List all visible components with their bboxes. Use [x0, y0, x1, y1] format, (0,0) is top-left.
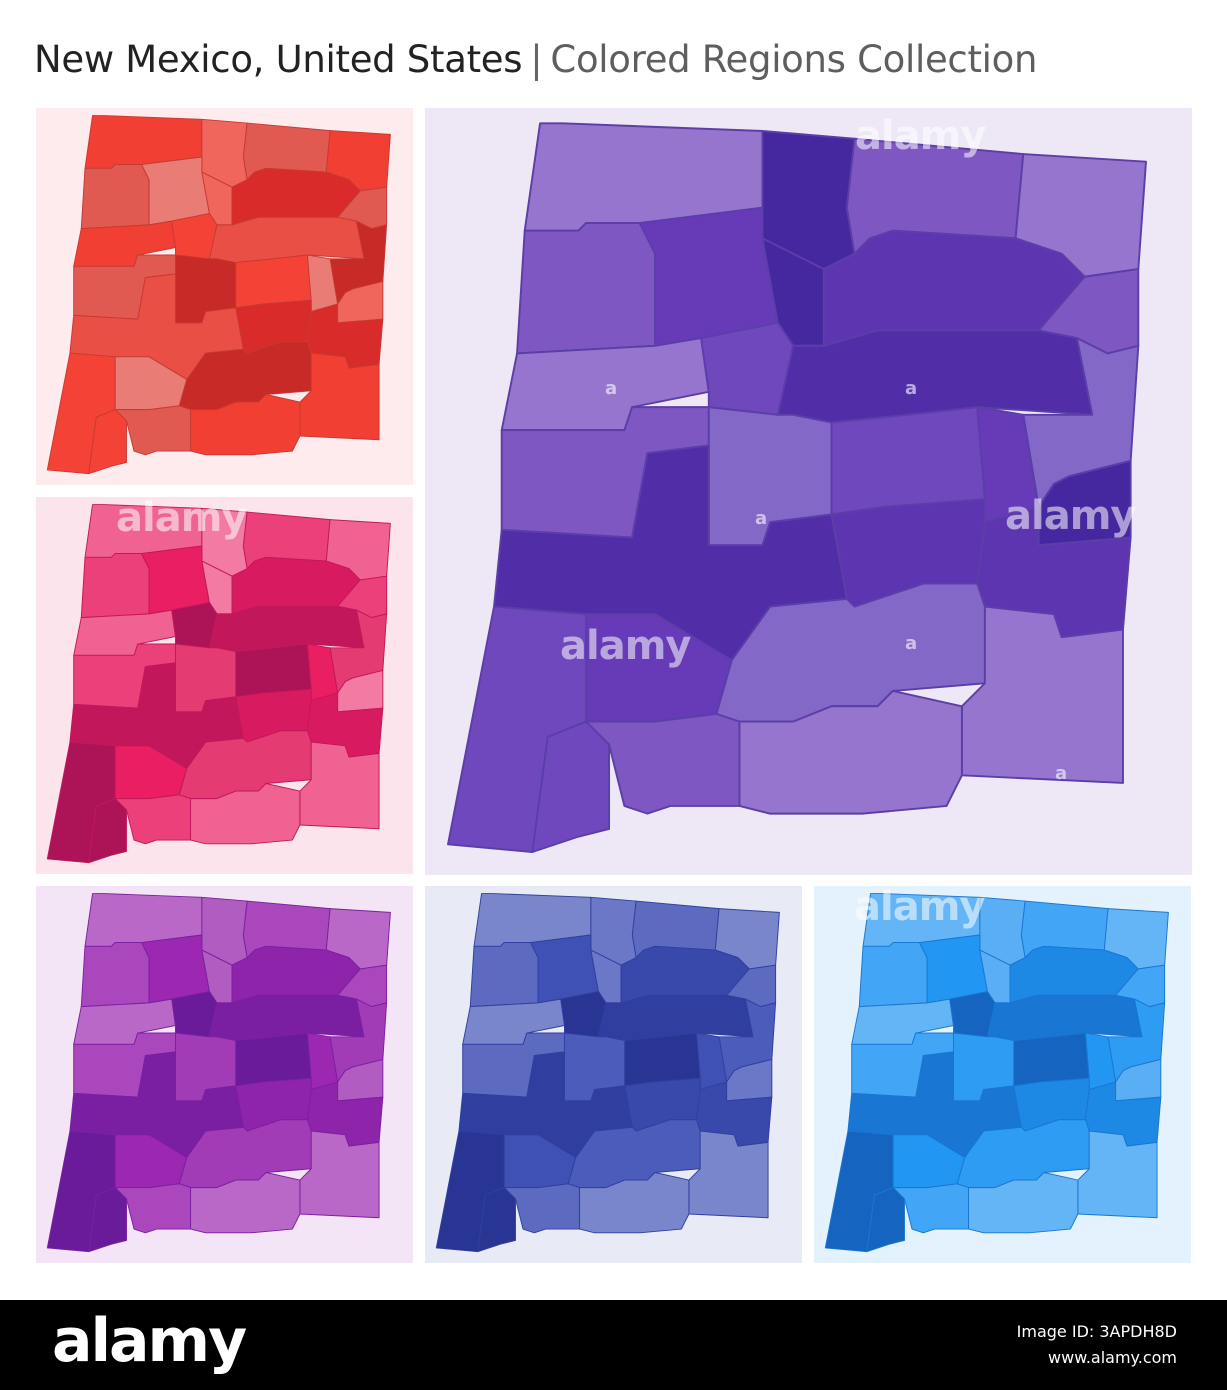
county-region — [477, 1187, 516, 1253]
map-panel-purple — [36, 886, 413, 1263]
page-title: New Mexico, United States | Colored Region… — [34, 34, 1037, 90]
county-region — [235, 254, 312, 309]
county-region — [80, 164, 150, 230]
map-panel-indigo — [425, 886, 802, 1263]
county-region — [1077, 1130, 1158, 1219]
title-separator: | — [530, 38, 543, 81]
county-region — [688, 1130, 769, 1219]
county-region — [141, 934, 210, 1004]
county-map-blue — [824, 893, 1169, 1253]
county-group — [46, 504, 391, 864]
county-region — [171, 213, 218, 260]
watermark-letter: a — [905, 633, 918, 654]
title-region: New Mexico, United States — [34, 38, 523, 81]
county-region — [700, 321, 795, 416]
county-map-pink — [46, 504, 391, 864]
county-region — [866, 1187, 905, 1253]
county-region — [141, 156, 210, 226]
county-region — [858, 942, 928, 1008]
county-region — [80, 942, 150, 1008]
county-region — [469, 942, 539, 1008]
county-region — [299, 1130, 380, 1219]
watermark-letter: a — [1055, 763, 1068, 784]
county-group — [435, 893, 780, 1253]
watermark-logo: alamy — [854, 886, 985, 930]
footer-bar: alamy Image ID: 3APDH8D www.alamy.com — [0, 1300, 1227, 1390]
county-map-red — [46, 115, 391, 475]
county-region — [88, 409, 127, 475]
watermark-letter: a — [605, 378, 618, 399]
watermark-letter: a — [905, 378, 918, 399]
watermark-logo: alamy — [560, 623, 691, 669]
county-region — [1013, 1032, 1090, 1087]
footer-image-id: Image ID: 3APDH8D — [1016, 1322, 1177, 1341]
county-region — [530, 934, 599, 1004]
county-region — [235, 1032, 312, 1087]
county-region — [960, 605, 1124, 784]
county-region — [88, 798, 127, 864]
county-group — [46, 115, 391, 475]
county-region — [624, 1032, 701, 1087]
county-region — [638, 206, 779, 347]
county-group — [46, 893, 391, 1253]
county-region — [80, 553, 150, 619]
map-panel-blue: alamy — [814, 886, 1191, 1263]
county-map-purple — [46, 893, 391, 1253]
county-region — [968, 1172, 1079, 1234]
watermark-letter: a — [755, 508, 768, 529]
county-region — [738, 689, 963, 815]
county-group — [824, 893, 1169, 1253]
watermark-logo: alamy — [1005, 493, 1136, 539]
map-panel-violet: alamy alamy alamy a a a a a — [425, 108, 1192, 875]
county-region — [531, 720, 611, 853]
county-map-indigo — [435, 893, 780, 1253]
county-region — [919, 934, 988, 1004]
watermark-logo: alamy — [116, 497, 247, 541]
county-group — [447, 122, 1147, 853]
county-region — [171, 991, 218, 1038]
county-region — [171, 602, 218, 649]
map-panel-pink: alamy — [36, 497, 413, 874]
county-map-violet — [447, 122, 1147, 853]
watermark-logo: alamy — [855, 113, 986, 159]
county-region — [141, 545, 210, 615]
title-collection: Colored Regions Collection — [550, 38, 1038, 81]
county-region — [299, 741, 380, 830]
county-region — [190, 394, 301, 456]
county-region — [190, 1172, 301, 1234]
county-region — [190, 783, 301, 845]
county-region — [299, 352, 380, 441]
map-panel-red — [36, 108, 413, 485]
footer-logo: alamy — [52, 1306, 247, 1376]
footer-url: www.alamy.com — [1048, 1348, 1177, 1367]
county-region — [235, 643, 312, 698]
county-region — [560, 991, 607, 1038]
county-region — [830, 406, 986, 516]
county-region — [949, 991, 996, 1038]
county-region — [88, 1187, 127, 1253]
county-region — [579, 1172, 690, 1234]
county-region — [516, 222, 657, 355]
